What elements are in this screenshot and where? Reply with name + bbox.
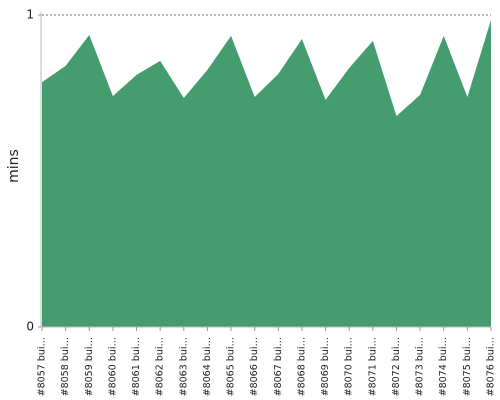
x-tick-label: #8071 bui… (367, 337, 378, 396)
x-tick-label: #8062 bui… (155, 337, 166, 396)
x-tick-label: #8073 bui… (415, 337, 426, 396)
x-tick-label: #8058 bui… (60, 337, 71, 396)
x-tick-label: #8076 bui… (486, 337, 497, 396)
x-tick-label: #8060 bui… (107, 337, 118, 396)
x-tick-label: #8057 bui… (37, 337, 48, 396)
x-tick-label: #8072 bui… (391, 337, 402, 396)
y-tick-label: 0 (26, 320, 34, 334)
x-tick-label: #8065 bui… (226, 337, 237, 396)
x-tick-label: #8066 bui… (249, 337, 260, 396)
y-axis-label: mins (6, 149, 22, 183)
x-tick-label: #8070 bui… (344, 337, 355, 396)
x-tick-label: #8068 bui… (296, 337, 307, 396)
x-tick-label: #8064 bui… (202, 337, 213, 396)
area (42, 19, 491, 327)
x-tick-label: #8061 bui… (131, 337, 142, 396)
x-tick-label: #8059 bui… (84, 337, 95, 396)
x-tick-label: #8063 bui… (178, 337, 189, 396)
x-tick-label: #8074 bui… (438, 337, 449, 396)
x-tick-label: #8069 bui… (320, 337, 331, 396)
x-tick-label: #8067 bui… (273, 337, 284, 396)
x-tick-label: #8075 bui… (462, 337, 473, 396)
y-tick-label: 1 (26, 8, 34, 22)
